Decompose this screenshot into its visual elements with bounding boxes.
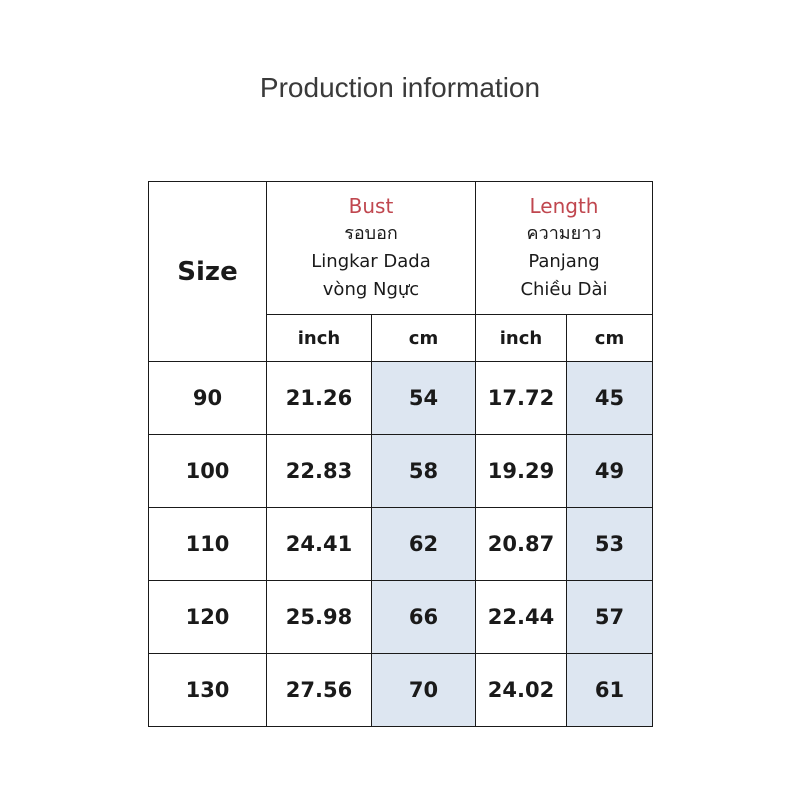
bust-cm-cell: 66 — [371, 580, 476, 654]
length-cm-cell: 45 — [566, 361, 653, 435]
size-cell: 130 — [148, 653, 267, 727]
size-cell: 120 — [148, 580, 267, 654]
length-cm-cell: 49 — [566, 434, 653, 508]
bust-translation-malay: Lingkar Dada — [311, 251, 431, 272]
length-inch-cell: 22.44 — [475, 580, 567, 654]
size-cell: 100 — [148, 434, 267, 508]
table-row: 100 22.83 58 19.29 49 — [148, 434, 653, 508]
length-inch-cell: 20.87 — [475, 507, 567, 581]
length-inch-cell: 24.02 — [475, 653, 567, 727]
bust-inch-cell: 22.83 — [266, 434, 372, 508]
bust-inch-unit: inch — [266, 314, 372, 362]
length-translation-thai: ความยาว — [526, 223, 602, 244]
table-row: 130 27.56 70 24.02 61 — [148, 653, 653, 727]
unit-header-row: inch cm inch cm — [149, 314, 653, 362]
bust-inch-cell: 21.26 — [266, 361, 372, 435]
length-cm-cell: 53 — [566, 507, 653, 581]
bust-cm-cell: 58 — [371, 434, 476, 508]
length-translation-malay: Panjang — [528, 251, 600, 272]
size-cell: 110 — [148, 507, 267, 581]
bust-cm-cell: 54 — [371, 361, 476, 435]
length-header: Length ความยาว Panjang Chiều Dài — [475, 181, 653, 315]
page-title: Production information — [259, 72, 541, 103]
length-cm-cell: 61 — [566, 653, 653, 727]
bust-translation-vietnamese: vòng Ngực — [322, 279, 420, 300]
bust-cm-cell: 62 — [371, 507, 476, 581]
bust-inch-cell: 25.98 — [266, 580, 372, 654]
length-cm-unit: cm — [566, 314, 653, 362]
length-translation-vietnamese: Chiều Dài — [520, 279, 608, 300]
length-inch-unit: inch — [475, 314, 567, 362]
bust-inch-cell: 24.41 — [266, 507, 372, 581]
bust-label: Bust — [348, 194, 394, 218]
bust-cm-unit: cm — [371, 314, 476, 362]
size-header: Size — [148, 181, 267, 362]
size-chart-table: Size Bust รอบอก Lingkar Dada vòng Ngực L… — [148, 181, 653, 727]
bust-header: Bust รอบอก Lingkar Dada vòng Ngực — [266, 181, 476, 315]
bust-cm-cell: 70 — [371, 653, 476, 727]
length-inch-cell: 19.29 — [475, 434, 567, 508]
table-row: 120 25.98 66 22.44 57 — [148, 580, 653, 654]
length-inch-cell: 17.72 — [475, 361, 567, 435]
table-row: 110 24.41 62 20.87 53 — [148, 507, 653, 581]
table-header-row: Size Bust รอบอก Lingkar Dada vòng Ngực L… — [148, 181, 653, 362]
bust-inch-cell: 27.56 — [266, 653, 372, 727]
length-cm-cell: 57 — [566, 580, 653, 654]
size-cell: 90 — [148, 361, 267, 435]
length-label: Length — [529, 194, 599, 218]
table-row: 90 21.26 54 17.72 45 — [148, 361, 653, 435]
bust-translation-thai: รอบอก — [344, 223, 398, 244]
